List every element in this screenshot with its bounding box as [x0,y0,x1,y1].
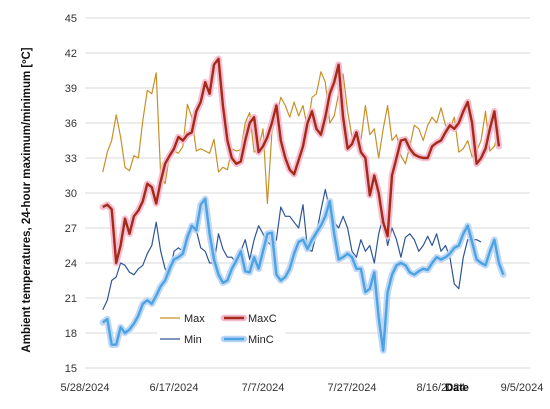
gridlines [85,17,530,369]
y-tick-label: 15 [65,363,77,375]
y-axis-label: Ambient temperatures, 24-hour maximum/mi… [21,47,33,352]
legend-box [157,306,285,350]
series-line-minc [102,197,505,352]
legend-label-maxc: MaxC [248,313,277,325]
x-axis-label: Date [445,382,469,394]
y-tick-label: 27 [65,223,77,235]
series-layer [99,55,507,354]
legend-label-minc: MinC [248,334,274,346]
y-tick-label: 36 [65,118,77,130]
y-tick-label: 33 [65,153,77,165]
x-tick-label: 6/17/2024 [150,382,199,394]
x-tick-label: 5/28/2024 [61,382,110,394]
y-tick-label: 21 [65,293,77,305]
y-axis-ticks: 15 18 21 24 27 30 33 36 39 42 45 [65,13,77,375]
x-tick-label: 9/5/2024 [501,382,544,394]
legend-label-min: Min [184,334,202,346]
x-tick-label: 7/7/2024 [242,382,285,394]
x-tick-label: 8/16/2024 [417,382,466,394]
x-axis-ticks: 5/28/2024 6/17/2024 7/7/2024 7/27/2024 8/16/… [61,382,544,394]
y-tick-label: 39 [65,83,77,95]
y-tick-label: 30 [65,188,77,200]
legend-label-max: Max [184,313,205,325]
series-line-maxc [102,57,501,265]
y-tick-label: 42 [65,48,77,60]
y-tick-label: 24 [65,258,77,270]
y-tick-label: 18 [65,328,77,340]
x-tick-label: 7/27/2024 [328,382,377,394]
legend: Max MaxC Min MinC [157,306,285,350]
y-tick-label: 45 [65,13,77,25]
